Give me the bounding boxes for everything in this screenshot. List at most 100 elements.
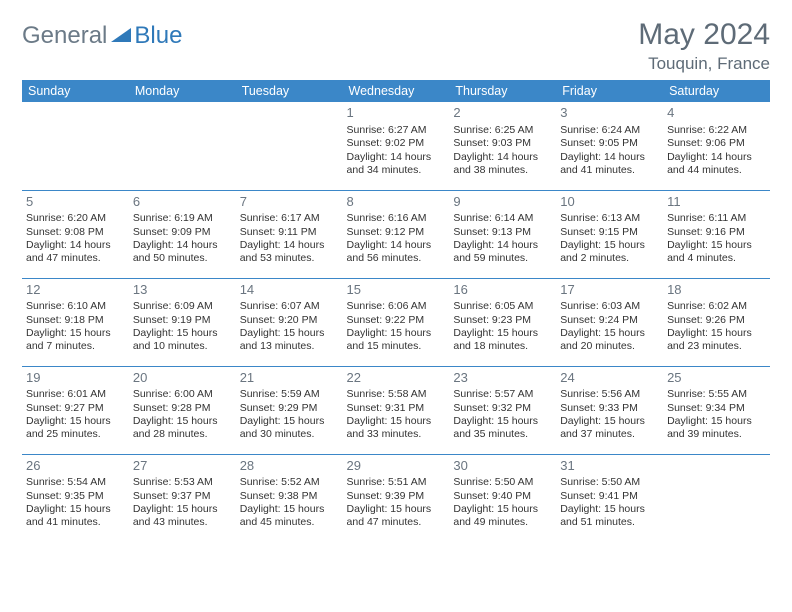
page-title: May 2024 — [638, 18, 770, 52]
weekday-header: Monday — [129, 80, 236, 102]
day-info: Sunrise: 6:01 AMSunset: 9:27 PMDaylight:… — [26, 388, 125, 442]
calendar-day-cell: 12Sunrise: 6:10 AMSunset: 9:18 PMDayligh… — [22, 278, 129, 366]
title-block: May 2024 Touquin, France — [638, 18, 770, 74]
calendar-day-cell: 19Sunrise: 6:01 AMSunset: 9:27 PMDayligh… — [22, 366, 129, 454]
calendar-day-cell: 6Sunrise: 6:19 AMSunset: 9:09 PMDaylight… — [129, 190, 236, 278]
calendar-week-row: 1Sunrise: 6:27 AMSunset: 9:02 PMDaylight… — [22, 102, 770, 190]
brand-part2: Blue — [134, 22, 182, 50]
calendar-day-cell: 21Sunrise: 5:59 AMSunset: 9:29 PMDayligh… — [236, 366, 343, 454]
day-number: 28 — [240, 458, 339, 475]
calendar-day-cell: 25Sunrise: 5:55 AMSunset: 9:34 PMDayligh… — [663, 366, 770, 454]
weekday-header: Thursday — [449, 80, 556, 102]
day-number: 19 — [26, 370, 125, 387]
day-info: Sunrise: 6:02 AMSunset: 9:26 PMDaylight:… — [667, 300, 766, 354]
calendar-day-cell: 18Sunrise: 6:02 AMSunset: 9:26 PMDayligh… — [663, 278, 770, 366]
day-number: 1 — [347, 105, 446, 122]
calendar-week-row: 5Sunrise: 6:20 AMSunset: 9:08 PMDaylight… — [22, 190, 770, 278]
day-info: Sunrise: 6:13 AMSunset: 9:15 PMDaylight:… — [560, 212, 659, 266]
day-info: Sunrise: 5:50 AMSunset: 9:41 PMDaylight:… — [560, 476, 659, 530]
day-number: 27 — [133, 458, 232, 475]
calendar-day-cell — [663, 454, 770, 542]
day-number: 23 — [453, 370, 552, 387]
calendar-week-row: 12Sunrise: 6:10 AMSunset: 9:18 PMDayligh… — [22, 278, 770, 366]
day-number: 11 — [667, 194, 766, 211]
calendar-day-cell: 27Sunrise: 5:53 AMSunset: 9:37 PMDayligh… — [129, 454, 236, 542]
day-info: Sunrise: 5:58 AMSunset: 9:31 PMDaylight:… — [347, 388, 446, 442]
day-number: 22 — [347, 370, 446, 387]
day-number: 29 — [347, 458, 446, 475]
day-info: Sunrise: 6:09 AMSunset: 9:19 PMDaylight:… — [133, 300, 232, 354]
day-info: Sunrise: 5:59 AMSunset: 9:29 PMDaylight:… — [240, 388, 339, 442]
weekday-header-row: Sunday Monday Tuesday Wednesday Thursday… — [22, 80, 770, 102]
day-number: 26 — [26, 458, 125, 475]
day-info: Sunrise: 6:19 AMSunset: 9:09 PMDaylight:… — [133, 212, 232, 266]
calendar-day-cell: 23Sunrise: 5:57 AMSunset: 9:32 PMDayligh… — [449, 366, 556, 454]
day-number: 14 — [240, 282, 339, 299]
day-number: 30 — [453, 458, 552, 475]
calendar-day-cell — [22, 102, 129, 190]
calendar-day-cell: 31Sunrise: 5:50 AMSunset: 9:41 PMDayligh… — [556, 454, 663, 542]
calendar-day-cell: 8Sunrise: 6:16 AMSunset: 9:12 PMDaylight… — [343, 190, 450, 278]
weekday-header: Saturday — [663, 80, 770, 102]
calendar-day-cell: 2 Sunrise: 6:25 AMSunset: 9:03 PMDaylight… — [449, 102, 556, 190]
calendar-day-cell: 24Sunrise: 5:56 AMSunset: 9:33 PMDayligh… — [556, 366, 663, 454]
calendar-week-row: 26Sunrise: 5:54 AMSunset: 9:35 PMDayligh… — [22, 454, 770, 542]
day-number: 6 — [133, 194, 232, 211]
day-number: 13 — [133, 282, 232, 299]
day-number: 21 — [240, 370, 339, 387]
day-number: 25 — [667, 370, 766, 387]
day-info: Sunrise: 5:52 AMSunset: 9:38 PMDaylight:… — [240, 476, 339, 530]
day-info: Sunrise: 5:50 AMSunset: 9:40 PMDaylight:… — [453, 476, 552, 530]
day-info: Sunrise: 6:16 AMSunset: 9:12 PMDaylight:… — [347, 212, 446, 266]
day-number: 4 — [667, 105, 766, 122]
brand-part1: General — [22, 22, 107, 50]
weekday-header: Friday — [556, 80, 663, 102]
day-number: 16 — [453, 282, 552, 299]
day-info: Sunrise: 6:10 AMSunset: 9:18 PMDaylight:… — [26, 300, 125, 354]
day-info: Sunrise: 5:51 AMSunset: 9:39 PMDaylight:… — [347, 476, 446, 530]
calendar-day-cell: 29Sunrise: 5:51 AMSunset: 9:39 PMDayligh… — [343, 454, 450, 542]
day-info: Sunrise: 5:56 AMSunset: 9:33 PMDaylight:… — [560, 388, 659, 442]
day-info: Sunrise: 6:03 AMSunset: 9:24 PMDaylight:… — [560, 300, 659, 354]
day-info: Sunrise: 5:57 AMSunset: 9:32 PMDaylight:… — [453, 388, 552, 442]
day-info: Sunrise: 6:17 AMSunset: 9:11 PMDaylight:… — [240, 212, 339, 266]
calendar-week-row: 19Sunrise: 6:01 AMSunset: 9:27 PMDayligh… — [22, 366, 770, 454]
weekday-header: Sunday — [22, 80, 129, 102]
day-info: Sunrise: 6:25 AMSunset: 9:03 PMDaylight:… — [453, 124, 552, 178]
day-info: Sunrise: 6:00 AMSunset: 9:28 PMDaylight:… — [133, 388, 232, 442]
day-number: 17 — [560, 282, 659, 299]
day-number: 24 — [560, 370, 659, 387]
calendar-day-cell: 13Sunrise: 6:09 AMSunset: 9:19 PMDayligh… — [129, 278, 236, 366]
calendar-day-cell: 9Sunrise: 6:14 AMSunset: 9:13 PMDaylight… — [449, 190, 556, 278]
calendar-day-cell: 26Sunrise: 5:54 AMSunset: 9:35 PMDayligh… — [22, 454, 129, 542]
day-number: 5 — [26, 194, 125, 211]
calendar-day-cell: 10Sunrise: 6:13 AMSunset: 9:15 PMDayligh… — [556, 190, 663, 278]
calendar-day-cell: 4 Sunrise: 6:22 AMSunset: 9:06 PMDaylight… — [663, 102, 770, 190]
calendar-day-cell: 17Sunrise: 6:03 AMSunset: 9:24 PMDayligh… — [556, 278, 663, 366]
calendar-day-cell: 28Sunrise: 5:52 AMSunset: 9:38 PMDayligh… — [236, 454, 343, 542]
day-number: 2 — [453, 105, 552, 122]
calendar-day-cell — [236, 102, 343, 190]
day-info: Sunrise: 6:24 AMSunset: 9:05 PMDaylight:… — [560, 124, 659, 178]
calendar-day-cell: 7Sunrise: 6:17 AMSunset: 9:11 PMDaylight… — [236, 190, 343, 278]
day-number: 15 — [347, 282, 446, 299]
calendar-day-cell: 15Sunrise: 6:06 AMSunset: 9:22 PMDayligh… — [343, 278, 450, 366]
day-number: 31 — [560, 458, 659, 475]
day-info: Sunrise: 6:20 AMSunset: 9:08 PMDaylight:… — [26, 212, 125, 266]
weekday-header: Tuesday — [236, 80, 343, 102]
day-info: Sunrise: 5:55 AMSunset: 9:34 PMDaylight:… — [667, 388, 766, 442]
day-info: Sunrise: 6:11 AMSunset: 9:16 PMDaylight:… — [667, 212, 766, 266]
day-info: Sunrise: 6:22 AMSunset: 9:06 PMDaylight:… — [667, 124, 766, 178]
day-number: 20 — [133, 370, 232, 387]
day-number: 18 — [667, 282, 766, 299]
day-number: 9 — [453, 194, 552, 211]
calendar-day-cell: 11Sunrise: 6:11 AMSunset: 9:16 PMDayligh… — [663, 190, 770, 278]
calendar-day-cell: 14Sunrise: 6:07 AMSunset: 9:20 PMDayligh… — [236, 278, 343, 366]
calendar-table: Sunday Monday Tuesday Wednesday Thursday… — [22, 80, 770, 542]
brand-logo: General Blue — [22, 18, 182, 50]
day-number: 12 — [26, 282, 125, 299]
day-number: 7 — [240, 194, 339, 211]
calendar-day-cell: 20Sunrise: 6:00 AMSunset: 9:28 PMDayligh… — [129, 366, 236, 454]
calendar-day-cell: 3Sunrise: 6:24 AMSunset: 9:05 PMDaylight… — [556, 102, 663, 190]
weekday-header: Wednesday — [343, 80, 450, 102]
